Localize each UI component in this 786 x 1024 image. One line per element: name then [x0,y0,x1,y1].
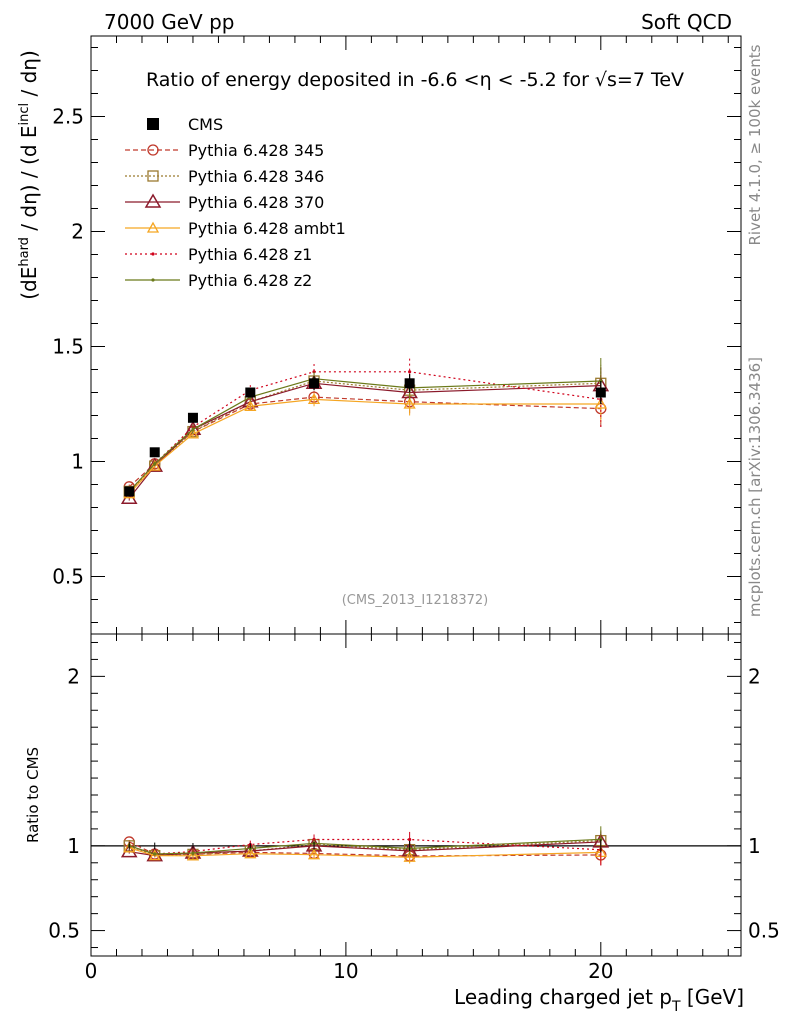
legend-label: Pythia 6.428 345 [188,141,324,160]
y-tick-label: 1 [71,450,84,474]
legend-marker [147,170,159,182]
series-point [153,462,157,466]
ratio-y-tick-label: 2 [67,664,80,688]
ratio-y-tick-label-right: 0.5 [748,919,780,943]
legend-label: Pythia 6.428 370 [188,193,324,212]
ratio-point [191,851,195,855]
analysis-watermark: (CMS_2013_I1218372) [342,593,489,608]
ratio-point [186,849,200,861]
series-cms [124,374,606,853]
legend-label: CMS [188,115,223,134]
series-point [191,427,195,431]
y-tick-label: 0.5 [52,565,84,589]
y-tick-label: 2 [71,220,84,244]
ratio-y-tick-label: 1 [67,834,80,858]
y-tick-label: 1.5 [52,335,84,359]
legend-item-0: Pythia 6.428 345 [125,141,324,160]
data-point [595,387,606,398]
legend-label: Pythia 6.428 346 [188,167,324,186]
legend-item-4: Pythia 6.428 z1 [125,245,312,264]
data-point [149,447,160,458]
legend-item-3: Pythia 6.428 ambt1 [125,219,346,238]
y-axis-label: (dEhard / dη) / (d Eincl / dη) [17,50,41,300]
ratio-plot-frame [90,633,742,957]
legend-marker [147,118,159,130]
data-point [124,486,135,497]
series-line [128,398,601,495]
legend-marker [144,193,162,208]
series-point [403,397,416,409]
series-line [128,382,601,499]
legend-marker [151,252,155,256]
y-tick-label: 2.5 [52,105,84,129]
ratio-point [120,843,138,858]
series-point [146,457,164,472]
ratio-y-tick-label-right: 2 [748,664,761,688]
series-1 [123,364,607,862]
ratio-point [248,846,252,851]
ratio-y-axis-label: Ratio to CMS [24,747,42,843]
legend-item-1: Pythia 6.428 346 [125,167,324,186]
ratio-point [123,841,136,853]
ratio-point [307,848,321,860]
x-tick-label: 10 [333,959,358,983]
series-point [408,370,412,374]
legend-label: Pythia 6.428 z2 [188,271,312,290]
ratio-point [148,849,161,861]
legend-item-cms: CMS [147,115,223,134]
series-point [594,397,607,409]
series-3 [123,385,607,864]
header-left: 7000 GeV pp [104,10,235,34]
x-axis-label: Leading charged jet pT [GeV] [454,985,744,1015]
series-point [307,393,321,405]
ratio-y-tick-label: 0.5 [48,919,80,943]
ratio-point [153,852,157,856]
series-2 [120,367,610,862]
data-point [309,378,320,389]
series-0 [123,390,607,866]
series-point [148,459,161,471]
series-line [128,396,601,488]
series-line [128,380,601,492]
series-point [186,427,200,439]
legend-item-2: Pythia 6.428 370 [125,193,324,212]
ratio-point [408,837,412,842]
legend-marker [147,144,159,156]
rivet-label: Rivet 4.1.0, ≥ 100k events [746,44,764,245]
legend-item-5: Pythia 6.428 z2 [125,271,312,290]
mcplots-label: mcplots.cern.ch [arXiv:1306.3436] [746,357,764,617]
x-tick-label: 20 [588,959,613,983]
legend-label: Pythia 6.428 ambt1 [188,219,346,238]
data-point [245,387,256,398]
ratio-series-line [129,838,601,855]
series-line [128,371,601,492]
series-point [244,399,257,411]
chart-title: Ratio of energy deposited in -6.6 <η < -… [146,69,684,91]
legend-marker [146,221,160,233]
ratio-point [403,850,416,862]
ratio-y-tick-label-right: 1 [748,834,761,858]
x-tick-label: 0 [85,959,98,983]
header-right: Soft QCD [641,10,732,34]
data-point [187,412,198,423]
legend-marker [151,278,155,282]
legend-label: Pythia 6.428 z1 [188,245,312,264]
ratio-point [244,847,257,859]
data-point [404,378,415,389]
